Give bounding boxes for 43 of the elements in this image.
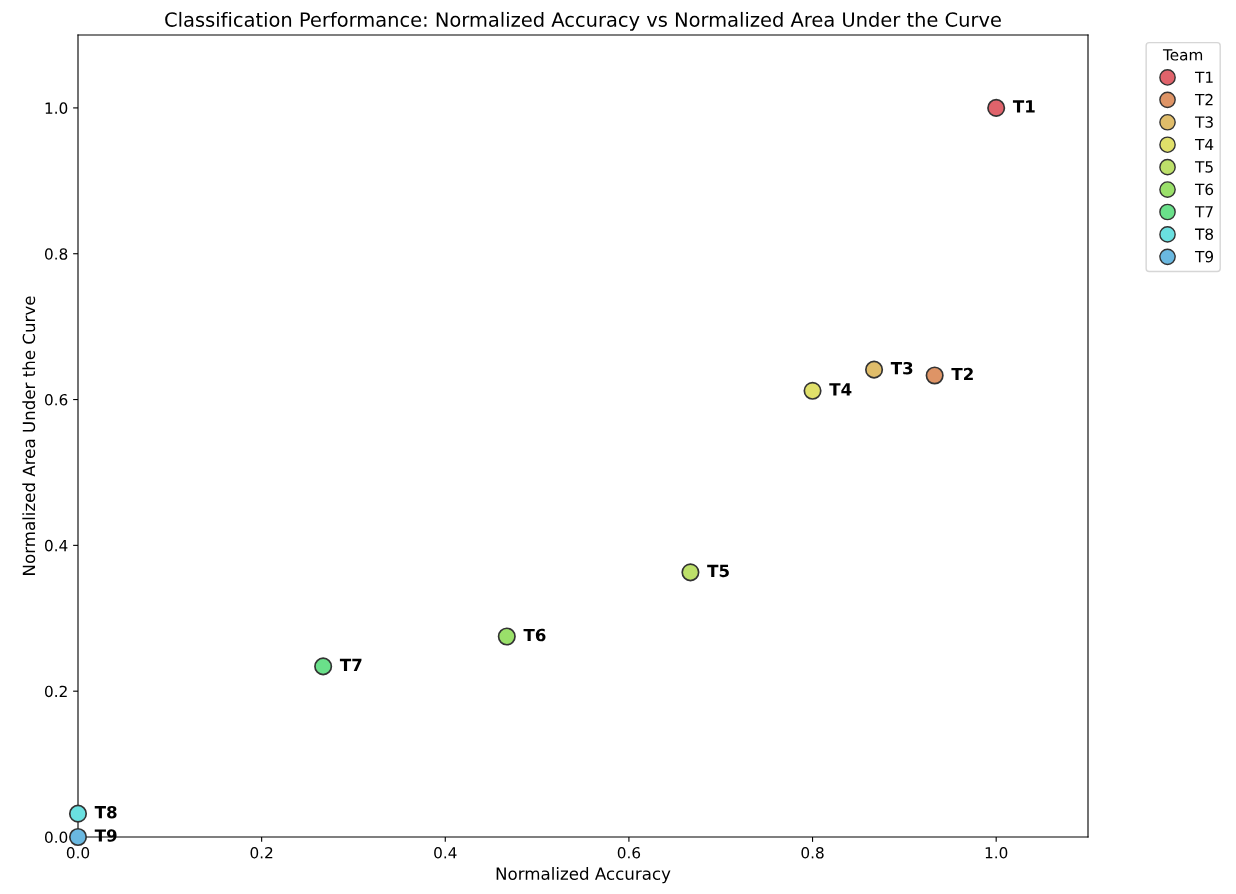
text: T5 xyxy=(707,564,729,578)
y-tick-label: 0.0 xyxy=(44,831,68,844)
text: T1 xyxy=(1012,100,1035,113)
y-tick-label: 1.0 xyxy=(45,102,68,114)
text: T9 xyxy=(94,829,117,842)
x-tick-label: 0.2 xyxy=(250,846,273,859)
legend-title: Team xyxy=(1162,49,1203,61)
text: T2 xyxy=(951,367,973,381)
point xyxy=(865,360,884,379)
point xyxy=(68,804,88,823)
point xyxy=(925,366,944,385)
y-tick-label: 0.2 xyxy=(44,685,67,698)
x-tick-label: 0.4 xyxy=(434,846,457,859)
legend-label: T7 xyxy=(1194,206,1213,218)
legend-label: T3 xyxy=(1194,116,1213,128)
chart-title: Classification Performance: Normalized Accuracy vs Normalized Area Under the Curve xyxy=(165,11,1001,31)
legend-label: T8 xyxy=(1194,228,1214,240)
point xyxy=(803,381,822,400)
text: T6 xyxy=(523,628,546,642)
legend-label: T1 xyxy=(1194,71,1213,83)
text: T4 xyxy=(829,383,852,396)
text: T8 xyxy=(94,805,117,819)
point xyxy=(497,627,516,646)
x-tick-label: 0.0 xyxy=(66,846,90,859)
y-tick-label: 0.6 xyxy=(44,394,68,406)
legend-label: T2 xyxy=(1194,93,1213,106)
point xyxy=(681,563,700,582)
y-tick-label: 0.8 xyxy=(44,248,68,260)
y-axis-title: Normalized Area Under the Curve xyxy=(22,296,36,575)
x-tick-label: 0.6 xyxy=(617,846,641,859)
x-tick-label: 1.0 xyxy=(985,846,1008,859)
legend-label: T5 xyxy=(1194,161,1213,173)
point xyxy=(68,827,88,847)
text: T3 xyxy=(890,361,913,375)
x-axis-title: Normalized Accuracy xyxy=(496,867,671,884)
point xyxy=(314,657,333,676)
legend-label: T9 xyxy=(1194,250,1214,263)
x-tick-label: 0.8 xyxy=(801,846,824,859)
point xyxy=(987,98,1006,117)
y-tick-label: 0.4 xyxy=(44,539,68,552)
text: T7 xyxy=(339,658,362,671)
legend-label: T6 xyxy=(1194,183,1214,196)
legend-label: T4 xyxy=(1194,138,1214,151)
